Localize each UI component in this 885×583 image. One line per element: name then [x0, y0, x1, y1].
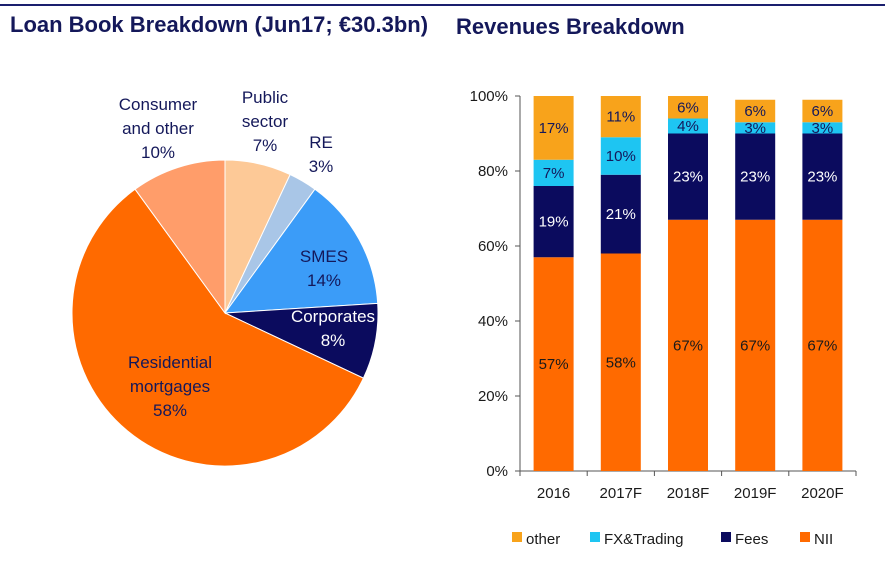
- bar-label-other-2019f: 6%: [744, 103, 766, 120]
- bar-nii-2016: [533, 257, 574, 471]
- bar-label-other-2017f: 11%: [606, 109, 635, 126]
- bar-label-fx-trading-2020f: 3%: [812, 120, 834, 137]
- bar-fx-trading-2016: [533, 159, 574, 186]
- bar-label-fees-2018f: 23%: [673, 169, 703, 186]
- bar-label-fees-2017f: 21%: [606, 206, 636, 223]
- bar-label-fx-trading-2016: 7%: [543, 165, 565, 182]
- legend-label-other: other: [526, 531, 560, 548]
- bar-fx-trading-2020f: [802, 122, 843, 134]
- pie-label-corporates: Corporates 8%: [291, 307, 375, 350]
- bar-label-fx-trading-2017f: 10%: [606, 148, 636, 165]
- bar-label-fees-2019f: 23%: [740, 169, 770, 186]
- bar-other-2017f: [600, 96, 641, 138]
- top-rule: [0, 4, 885, 6]
- x-tick-label: 2018F: [667, 485, 710, 502]
- bar-label-fx-trading-2018f: 4%: [677, 118, 699, 135]
- bar-label-fx-trading-2019f: 3%: [744, 120, 766, 137]
- bar-label-nii-2018f: 67%: [673, 337, 703, 354]
- x-tick-label: 2019F: [734, 485, 777, 502]
- legend-swatch-nii: [800, 532, 810, 542]
- x-tick-label: 2017F: [600, 485, 643, 502]
- x-tick-label: 2020F: [801, 485, 844, 502]
- pie-label-smes: SMES 14%: [300, 247, 348, 290]
- bar-nii-2017f: [600, 253, 641, 471]
- legend-swatch-other: [512, 532, 522, 542]
- loan-book-title: Loan Book Breakdown (Jun17; €30.3bn): [10, 12, 429, 37]
- y-tick-label: 80%: [478, 163, 508, 180]
- bar-label-fees-2020f: 23%: [807, 169, 837, 186]
- legend-swatch-fx-trading: [590, 532, 600, 542]
- bar-fees-2020f: [802, 133, 843, 220]
- bar-other-2020f: [802, 99, 843, 123]
- pie-slice-consumer-and-other: [134, 159, 226, 315]
- bar-label-other-2020f: 6%: [812, 103, 834, 120]
- pie-slice-residential-mortgages: [71, 188, 365, 467]
- legend-label-fees: Fees: [735, 531, 768, 548]
- bar-label-nii-2016: 57%: [539, 356, 569, 373]
- y-tick-label: 40%: [478, 313, 508, 330]
- legend-label-fx-trading: FX&Trading: [604, 531, 683, 548]
- bar-fx-trading-2017f: [600, 137, 641, 175]
- bar-other-2016: [533, 96, 574, 160]
- y-tick-label: 60%: [478, 238, 508, 255]
- bar-fees-2018f: [668, 133, 708, 220]
- bar-nii-2019f: [735, 219, 776, 471]
- bar-nii-2020f: [802, 219, 843, 471]
- pie-label-public-sector: Public sector 7%: [242, 88, 289, 155]
- pie-slice-smes: [223, 188, 379, 314]
- bar-fees-2017f: [600, 174, 641, 254]
- legend-label-nii: NII: [814, 531, 833, 548]
- bar-label-fees-2016: 19%: [539, 214, 569, 231]
- pie-label-re: RE 3%: [309, 133, 334, 176]
- bar-fx-trading-2018f: [668, 118, 708, 134]
- bar-label-nii-2017f: 58%: [606, 354, 636, 371]
- bar-fx-trading-2019f: [735, 122, 776, 134]
- bar-fees-2019f: [735, 133, 776, 220]
- y-tick-label: 20%: [478, 388, 508, 405]
- bar-label-other-2016: 17%: [539, 120, 569, 137]
- bar-other-2019f: [735, 99, 776, 123]
- bar-label-nii-2020f: 67%: [807, 337, 837, 354]
- bar-label-nii-2019f: 67%: [740, 337, 770, 354]
- revenues-title: Revenues Breakdown: [456, 14, 685, 39]
- bar-other-2018f: [668, 96, 708, 119]
- pie-label-consumer-and-other: Consumer and other 10%: [119, 95, 198, 162]
- bar-fees-2016: [533, 186, 574, 258]
- y-tick-label: 0%: [486, 463, 508, 480]
- bar-label-other-2018f: 6%: [677, 99, 699, 116]
- legend-swatch-fees: [721, 532, 731, 542]
- y-tick-label: 100%: [470, 88, 508, 105]
- pie-label-residential-mortgages: Residential mortgages 58%: [128, 353, 212, 420]
- bar-nii-2018f: [668, 219, 708, 471]
- x-tick-label: 2016: [537, 485, 570, 502]
